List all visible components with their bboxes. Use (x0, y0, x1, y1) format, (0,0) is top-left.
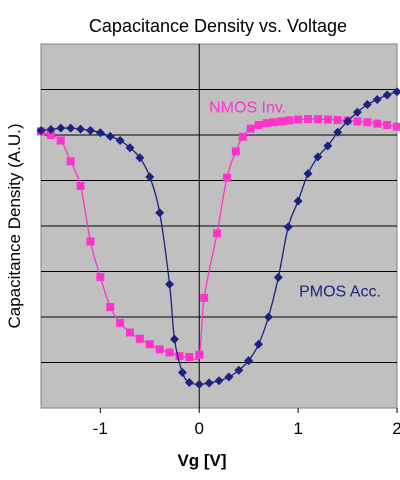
data-point (334, 116, 342, 124)
data-point (166, 348, 174, 356)
data-point (146, 340, 154, 348)
data-point (116, 319, 124, 327)
data-point (363, 118, 371, 126)
data-point (314, 115, 322, 123)
series-label: NMOS Inv. (209, 99, 286, 116)
data-point (77, 182, 85, 190)
data-point (195, 351, 203, 359)
data-point (255, 121, 263, 129)
data-point (277, 117, 285, 125)
x-tick-label: 1 (293, 419, 302, 438)
chart-title: Capacitance Density vs. Voltage (89, 16, 347, 36)
data-point (285, 116, 293, 124)
data-point (86, 237, 94, 245)
data-point (294, 116, 302, 124)
data-point (373, 120, 381, 128)
x-tick-label: -1 (93, 419, 108, 438)
x-axis-label: Vg [V] (177, 451, 226, 470)
data-point (185, 353, 193, 361)
data-point (304, 115, 312, 123)
data-point (106, 303, 114, 311)
y-axis-label: Capacitance Density (A.U.) (5, 123, 24, 328)
data-point (239, 133, 247, 141)
data-point (393, 123, 400, 131)
data-point (96, 273, 104, 281)
data-point (247, 125, 255, 133)
data-point (213, 229, 221, 237)
data-point (232, 147, 240, 155)
data-point (136, 335, 144, 343)
data-point (223, 174, 231, 182)
data-point (57, 136, 65, 144)
data-point (156, 345, 164, 353)
data-point (324, 116, 332, 124)
data-point (262, 119, 270, 127)
data-point (126, 328, 134, 336)
series-label: PMOS Acc. (299, 284, 381, 301)
data-point (353, 117, 361, 125)
data-point (200, 294, 208, 302)
data-point (383, 121, 391, 129)
x-tick-label: 0 (194, 419, 203, 438)
data-point (67, 157, 75, 165)
data-point (269, 118, 277, 126)
x-tick-label: 2 (392, 419, 400, 438)
